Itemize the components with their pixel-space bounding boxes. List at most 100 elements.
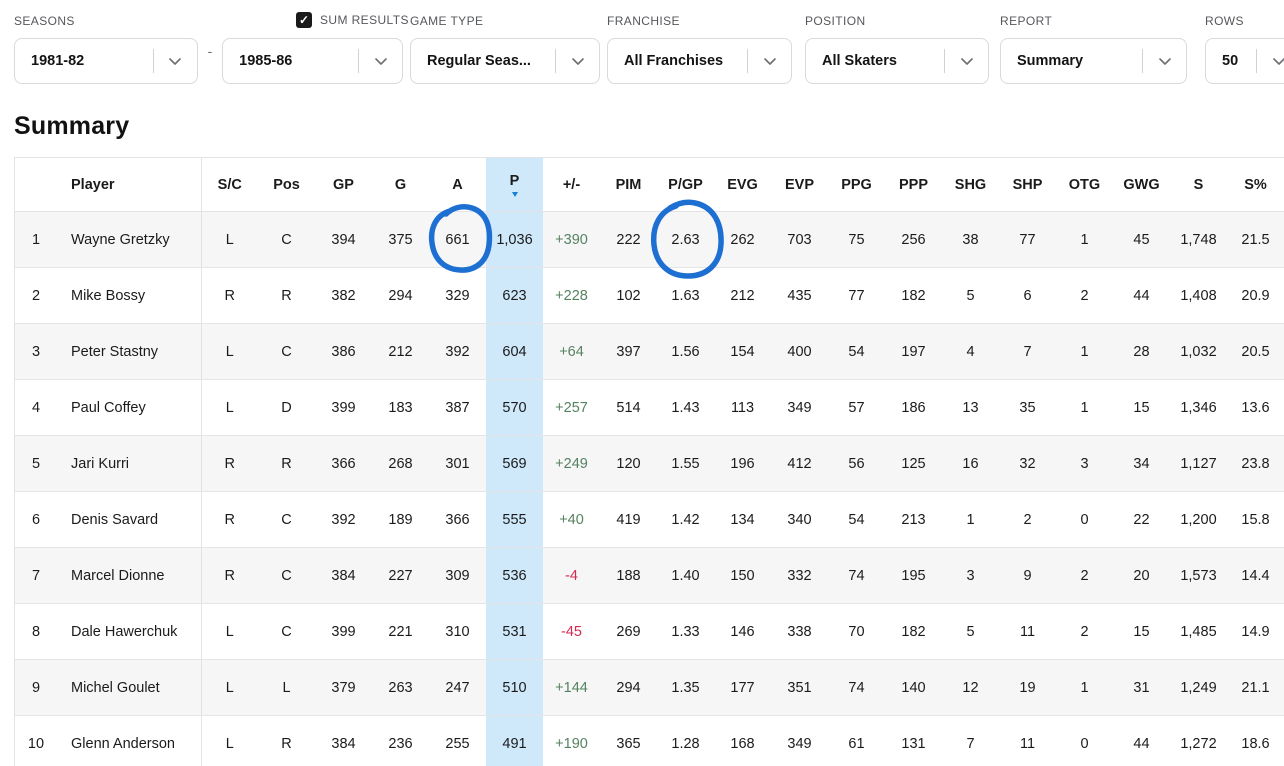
stat-cell: 131 [885,715,942,766]
stat-cell: C [258,547,315,604]
player-name: Michel Goulet [57,659,201,716]
rank-cell: 3 [15,323,57,380]
stat-cell: 4 [942,323,999,380]
stat-cell: -4 [543,547,600,604]
stat-cell: 77 [999,211,1056,268]
col-header-s[interactable]: S [1170,157,1227,212]
stat-cell: 14.4 [1227,547,1284,604]
col-header-ppg[interactable]: PPG [828,157,885,212]
col-header-shp[interactable]: SHP [999,157,1056,212]
franchise-filter: FRANCHISE All Franchises [607,14,792,84]
stat-cell: 15.8 [1227,491,1284,548]
stat-cell: L [200,715,258,766]
stat-cell: 182 [885,603,942,660]
rank-cell: 7 [15,547,57,604]
table-row: 8 Dale Hawerchuk L C 399 221 310 531 -45 269 1.33 1… [15,603,1284,660]
stat-cell: 1.56 [657,323,714,380]
stat-cell: +64 [543,323,600,380]
rows-select[interactable]: 50 [1205,38,1284,84]
summary-table-container: Player S/C Pos GP G A P +/- PIM P/GP EVG EVP PPG PPP S… [14,157,1284,766]
chevron-down-icon [154,57,197,65]
select-divider [1256,49,1257,73]
stat-cell: 661 [429,211,486,268]
col-header-pos[interactable]: Pos [258,157,315,212]
rows-label: ROWS [1205,14,1244,28]
col-header-p[interactable]: P [486,157,543,212]
stat-cell: 386 [315,323,372,380]
stat-cell: 309 [429,547,486,604]
rank-cell: 1 [15,211,57,268]
col-header-player[interactable]: Player [57,157,201,212]
checkbox-checked-icon[interactable]: ✓ [296,12,312,28]
stat-cell: 15 [1113,603,1170,660]
stat-cell: 74 [828,659,885,716]
col-header-gwg[interactable]: GWG [1113,157,1170,212]
stat-cell: 703 [771,211,828,268]
stat-cell: 310 [429,603,486,660]
col-header-gp[interactable]: GP [315,157,372,212]
col-header-shg[interactable]: SHG [942,157,999,212]
player-name: Marcel Dionne [57,547,201,604]
stat-cell: 186 [885,379,942,436]
rank-cell: 5 [15,435,57,492]
col-header-evg[interactable]: EVG [714,157,771,212]
stat-cell: C [258,603,315,660]
col-header-evp[interactable]: EVP [771,157,828,212]
col-header-ppp[interactable]: PPP [885,157,942,212]
stat-cell: 14.9 [1227,603,1284,660]
stat-cell: 28 [1113,323,1170,380]
table-body: 1 Wayne Gretzky L C 394 375 661 1,036 +390 222 2.6… [15,211,1284,766]
table-row: 10 Glenn Anderson L R 384 236 255 491 +190 365 1.2… [15,715,1284,766]
stat-cell: 1,748 [1170,211,1227,268]
franchise-select[interactable]: All Franchises [607,38,792,84]
col-header-s/c[interactable]: S/C [200,157,258,212]
stat-cell: 379 [315,659,372,716]
stat-cell: 5 [942,267,999,324]
sort-desc-icon [511,191,518,197]
stat-cell: 255 [429,715,486,766]
stat-cell: 20.5 [1227,323,1284,380]
col-header-a[interactable]: A [429,157,486,212]
chevron-down-icon [556,57,599,65]
stat-cell: 222 [600,211,657,268]
stat-cell: 75 [828,211,885,268]
col-header-pim[interactable]: PIM [600,157,657,212]
stat-cell: 3 [1056,435,1113,492]
stat-cell: 1,032 [1170,323,1227,380]
rank-cell: 8 [15,603,57,660]
stat-cell: R [200,435,258,492]
stat-cell: L [200,323,258,380]
stat-cell: 1,346 [1170,379,1227,436]
stat-cell: 45 [1113,211,1170,268]
game-type-select[interactable]: Regular Seas... [410,38,600,84]
sum-results-checkbox[interactable]: ✓ SUM RESULTS [296,12,409,28]
stat-cell: 20 [1113,547,1170,604]
stat-cell: 197 [885,323,942,380]
col-header-s%[interactable]: S% [1227,157,1284,212]
season-to-select[interactable]: 1985-86 [222,38,404,84]
report-select[interactable]: Summary [1000,38,1187,84]
stat-cell: 1 [1056,211,1113,268]
col-header-+/-[interactable]: +/- [543,157,600,212]
stat-cell: 189 [372,491,429,548]
table-row: 4 Paul Coffey L D 399 183 387 570 +257 514 1.43 113… [15,379,1284,436]
rank-cell: 4 [15,379,57,436]
player-name: Wayne Gretzky [57,211,201,268]
stat-cell: 392 [315,491,372,548]
stat-cell: R [200,267,258,324]
stats-table: Player S/C Pos GP G A P +/- PIM P/GP EVG EVP PPG PPP S… [15,157,1284,766]
stat-cell: D [258,379,315,436]
col-header-g[interactable]: G [372,157,429,212]
stat-cell: 34 [1113,435,1170,492]
stat-cell: 56 [828,435,885,492]
stat-cell: +144 [543,659,600,716]
position-select[interactable]: All Skaters [805,38,989,84]
stat-cell: 262 [714,211,771,268]
stat-cell: 168 [714,715,771,766]
stat-cell: 7 [999,323,1056,380]
col-header-otg[interactable]: OTG [1056,157,1113,212]
season-from-select[interactable]: 1981-82 [14,38,198,84]
stat-cell: 340 [771,491,828,548]
stat-cell: 387 [429,379,486,436]
col-header-p/gp[interactable]: P/GP [657,157,714,212]
